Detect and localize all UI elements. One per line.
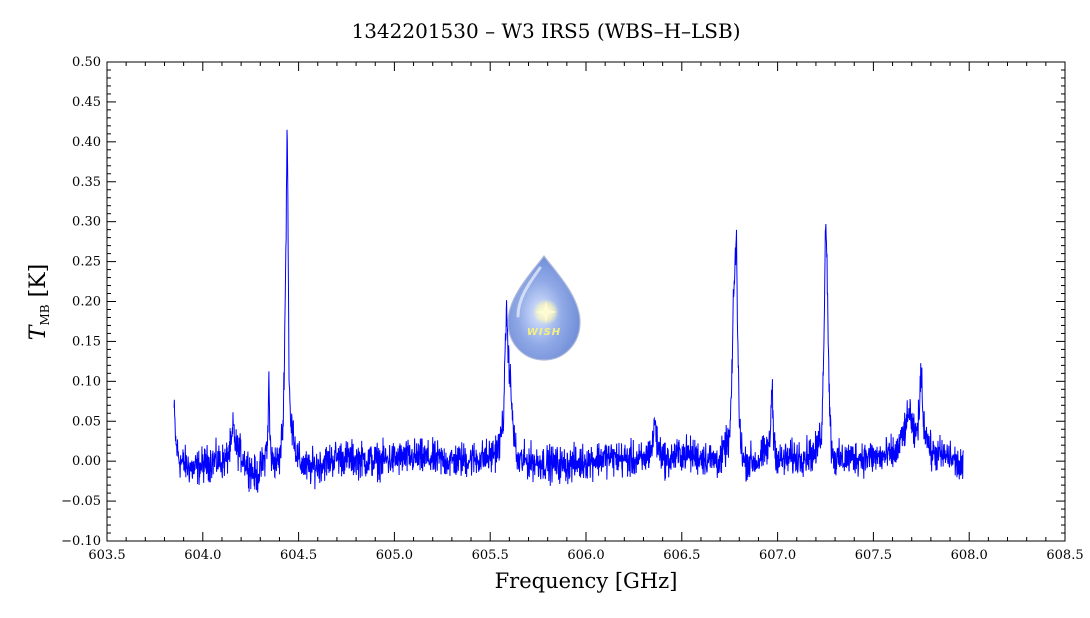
y-axis-label-main: T [26, 323, 51, 340]
x-tick-label: 604.5 [280, 548, 317, 563]
wish-logo: WISH [507, 254, 581, 361]
x-tick-label: 608.5 [1046, 548, 1083, 563]
y-axis-label: TMB [K] [26, 264, 52, 340]
y-axis-label-sub: MB [38, 304, 52, 325]
y-tick-label: 0.45 [72, 95, 101, 110]
spectrum-series-line [173, 129, 964, 493]
y-tick-labels: −0.10 −0.05 0.00 0.05 0.10 0.15 0.20 0.25 0.30 0.… [61, 55, 101, 549]
y-tick-label: 0.25 [72, 255, 101, 270]
y-tick-label: −0.05 [61, 494, 101, 509]
y-tick-label: 0.20 [72, 295, 101, 310]
y-tick-label: 0.40 [72, 135, 101, 150]
chart-title: 1342201530 – W3 IRS5 (WBS–H–LSB) [351, 19, 740, 43]
x-tick-label: 608.0 [951, 548, 988, 563]
x-tick-labels: 603.5 604.0 604.5 605.0 605.5 606.0 606.5 607.0… [88, 548, 1083, 563]
y-tick-label: 0.30 [72, 215, 101, 230]
x-tick-label: 605.5 [472, 548, 509, 563]
x-tick-label: 606.5 [663, 548, 700, 563]
x-tick-label: 603.5 [88, 548, 125, 563]
y-tick-label: 0.35 [72, 175, 101, 190]
y-tick-label: 0.50 [72, 55, 101, 70]
y-tick-label: 0.10 [72, 374, 101, 389]
x-tick-label: 607.5 [855, 548, 892, 563]
x-tick-label: 607.0 [759, 548, 796, 563]
x-tick-label: 605.0 [376, 548, 413, 563]
y-tick-label: 0.15 [72, 334, 101, 349]
axis-ticks [106, 61, 1066, 542]
x-tick-label: 604.0 [184, 548, 221, 563]
y-axis-label-unit: [K] [26, 264, 51, 305]
y-tick-label: 0.05 [72, 414, 101, 429]
x-tick-label: 606.0 [567, 548, 604, 563]
wish-logo-text: WISH [527, 327, 561, 338]
x-axis-label: Frequency [GHz] [495, 569, 678, 593]
y-tick-label: −0.10 [61, 534, 101, 549]
y-tick-label: 0.00 [72, 454, 101, 469]
